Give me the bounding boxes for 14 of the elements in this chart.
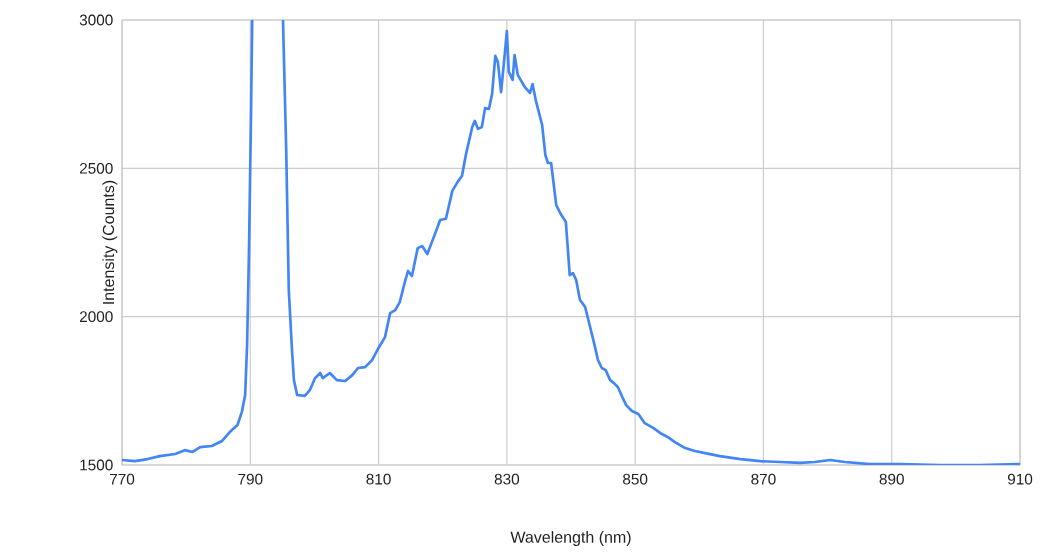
x-tick-label: 870 bbox=[751, 473, 776, 485]
x-tick-label: 910 bbox=[1007, 473, 1033, 485]
y-axis-title: Intensity (Counts) bbox=[102, 180, 118, 304]
y-tick-label: 3000 bbox=[79, 14, 113, 26]
x-tick-label: 830 bbox=[494, 473, 520, 485]
y-tick-label: 2000 bbox=[79, 311, 113, 323]
x-tick-label: 890 bbox=[879, 473, 904, 485]
y-tick-label: 2500 bbox=[79, 162, 113, 174]
x-tick-label: 770 bbox=[110, 473, 135, 485]
x-axis-title: Wavelength (nm) bbox=[510, 531, 631, 546]
x-tick-label: 850 bbox=[623, 473, 648, 485]
y-tick-label: 1500 bbox=[80, 459, 113, 471]
x-tick-label: 790 bbox=[238, 473, 263, 485]
x-tick-label: 810 bbox=[366, 473, 391, 485]
